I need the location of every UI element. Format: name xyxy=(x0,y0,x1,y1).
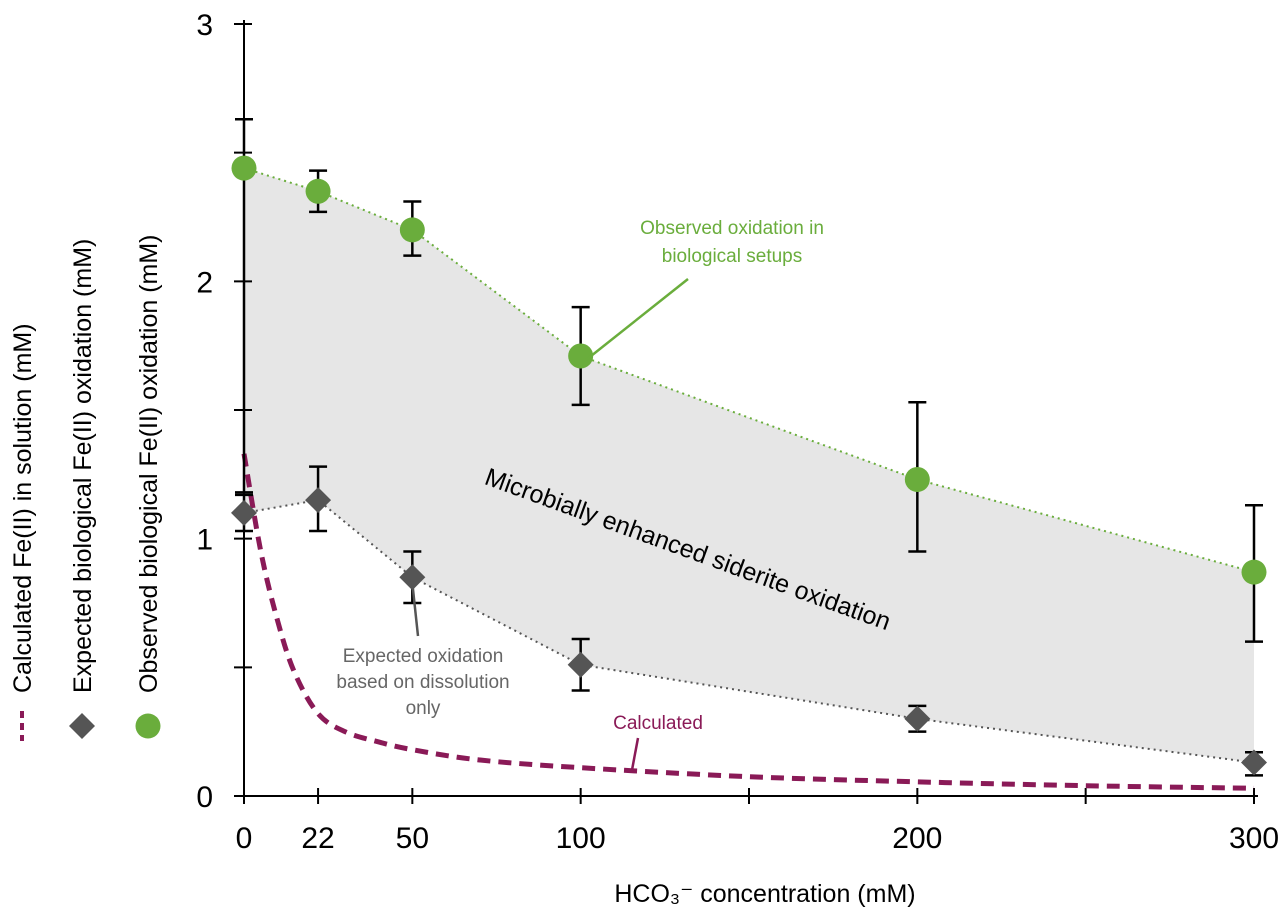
y-tick-label: 2 xyxy=(196,266,213,299)
x-tick-label: 300 xyxy=(1229,822,1279,855)
observed-point xyxy=(305,178,331,204)
x-tick-label: 100 xyxy=(556,822,606,855)
calculated-annotation-leader xyxy=(630,737,640,771)
expected-point xyxy=(231,499,257,526)
legend-label: Calculated Fe(II) in solution (mM) xyxy=(9,323,37,693)
observed-point xyxy=(399,217,425,243)
legend-label: Observed biological Fe(II) oxidation (mM… xyxy=(135,235,163,694)
region-layer xyxy=(244,168,1254,763)
observed-annotation-text: biological setups xyxy=(662,246,802,267)
expected-point xyxy=(1241,749,1267,776)
expected-annotation-text: based on dissolution xyxy=(336,672,509,693)
expected-annotation-leader xyxy=(410,579,420,637)
y-tick-label: 0 xyxy=(196,781,213,814)
expected-annotation-text: Expected oxidation xyxy=(343,646,504,667)
expected-point xyxy=(305,487,332,514)
calculated-annotation-text: Calculated xyxy=(613,713,703,734)
series-layer xyxy=(231,117,1267,791)
y-tick-label: 3 xyxy=(196,9,213,42)
legend-item: Calculated Fe(II) in solution (mM) xyxy=(9,323,37,741)
expected-point xyxy=(567,651,594,678)
observed-point xyxy=(904,466,930,492)
observed-annotation-text: Observed oxidation in xyxy=(640,218,824,239)
enhanced-oxidation-region xyxy=(244,168,1254,763)
y-tick-label: 1 xyxy=(196,524,213,557)
calculated-fe-line xyxy=(241,453,1255,791)
x-tick-label: 22 xyxy=(301,822,334,855)
legend: Calculated Fe(II) in solution (mM) Expect… xyxy=(9,235,163,741)
legend-item: Observed biological Fe(II) oxidation (mM… xyxy=(135,235,163,739)
legend-label: Expected biological Fe(II) oxidation (mM… xyxy=(69,239,97,693)
observed-point xyxy=(1241,559,1267,585)
observed-annotation-leader xyxy=(585,278,689,361)
axes: 0 1 2 3 0 22 50 100 200 300 xyxy=(196,9,1279,855)
observed-point xyxy=(568,343,594,369)
observed-point xyxy=(231,155,257,181)
legend-item: Expected biological Fe(II) oxidation (mM… xyxy=(69,239,97,739)
x-tick-label: 0 xyxy=(236,822,253,855)
expected-point xyxy=(904,705,931,732)
expected-point xyxy=(399,564,426,591)
expected-annotation-text: only xyxy=(406,698,441,719)
x-axis-title: HCO₃⁻ concentration (mM) xyxy=(614,880,915,908)
legend-diamond-icon xyxy=(69,713,95,739)
legend-circle-icon xyxy=(135,713,161,739)
x-tick-label: 200 xyxy=(892,822,942,855)
x-tick-label: 50 xyxy=(396,822,429,855)
